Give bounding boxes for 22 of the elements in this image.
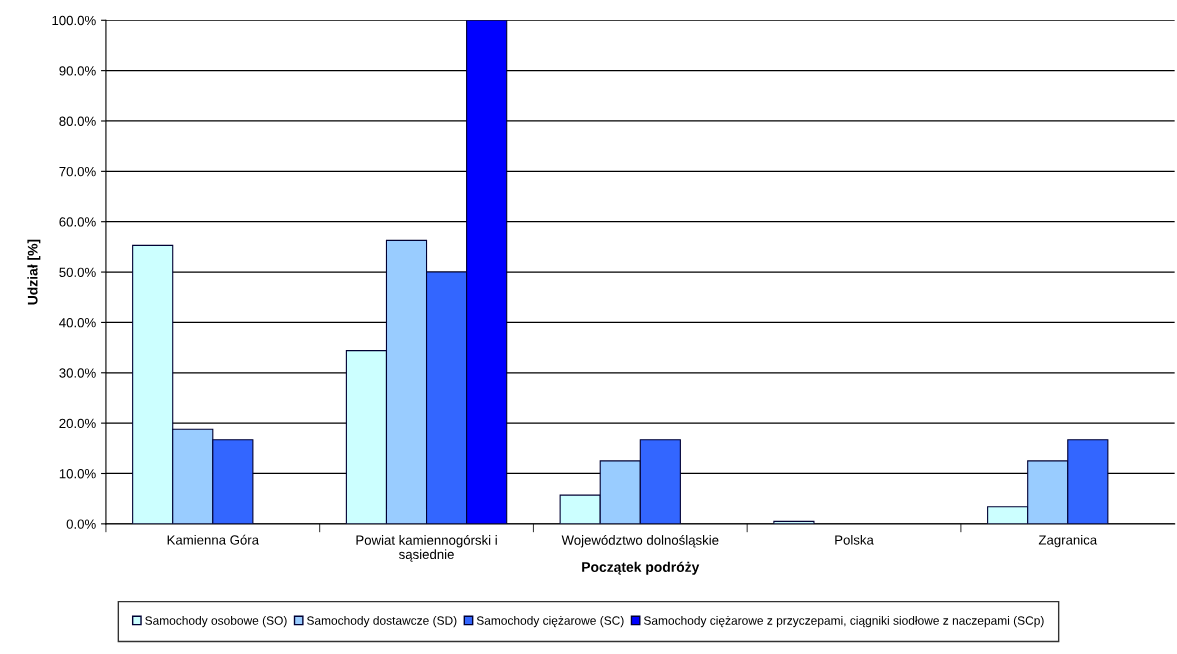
y-tick-label: 90.0% — [59, 66, 96, 76]
legend-label: Samochody osobowe (SO) — [145, 616, 287, 628]
legend-label: Samochody dostawcze (SD) — [306, 616, 457, 628]
x-tick-label: Polska — [835, 534, 874, 545]
y-tick-label: 40.0% — [59, 317, 96, 328]
y-tick-label: 0.0% — [66, 519, 96, 529]
x-tick-label: Zagranica — [1038, 534, 1098, 548]
y-tick-label: 30.0% — [59, 368, 96, 378]
x-tick-label: Województwo dolnośląskie — [561, 534, 719, 548]
y-tick-label: 50.0% — [59, 267, 96, 277]
y-tick-label: 20.0% — [59, 418, 96, 429]
y-tick-label: 70.0% — [59, 166, 96, 177]
y-tick-label: 10.0% — [59, 469, 96, 479]
x-tick-label: Powiat kamiennogórski i sąsiednie — [356, 534, 497, 562]
x-axis-title: Początek podróży — [582, 561, 700, 575]
legend-label: Samochody ciężarowe (SC) — [476, 616, 624, 628]
y-tick-label: 60.0% — [59, 217, 96, 227]
y-tick-label: 100.0% — [52, 15, 96, 26]
y-axis-title: Udział [%] — [27, 239, 41, 305]
y-tick-label: 80.0% — [59, 116, 96, 126]
x-tick-label: Kamienna Góra — [167, 534, 260, 545]
legend-label: Samochody ciężarowe z przyczepami, ciągniki siodłowe z naczepami (SCp) — [643, 616, 1044, 628]
